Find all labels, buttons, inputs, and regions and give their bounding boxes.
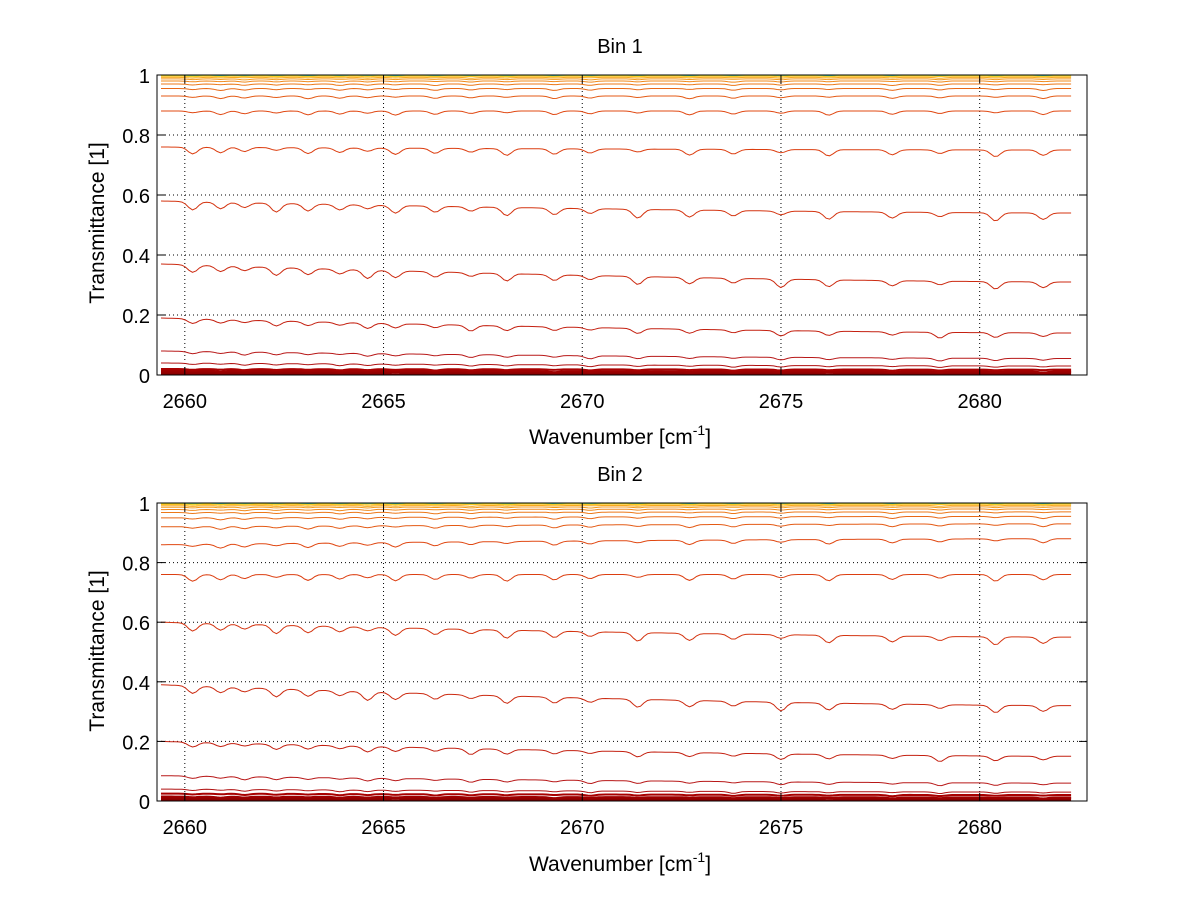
y-tick-label: 0.4 [122,673,150,695]
x-tick-label: 2675 [759,817,804,839]
chart-title: Bin 2 [597,464,643,486]
x-tick-label: 2665 [361,817,406,839]
chart-panel-bin-1: Bin 1 Transmittance [1] Wavenumber [cm-1… [86,36,1088,449]
series-line [161,515,1072,521]
series-line [160,621,1072,646]
series-line [161,508,1072,512]
series-line [160,317,1072,339]
series-line [161,95,1072,100]
chart-panel-bin-2: Bin 2 Transmittance [1] Wavenumber [cm-1… [86,464,1088,876]
series-line [160,684,1072,713]
series-line [161,75,1072,78]
series-line [161,506,1072,509]
series-line [161,83,1072,87]
y-axis-label: Transmittance [1] [86,570,109,731]
series-line [161,80,1072,83]
y-tick-label: 0 [139,366,150,388]
x-tick-label: 2670 [560,817,605,839]
series-line [161,523,1072,530]
y-tick-label: 1 [139,494,150,516]
series-line [161,538,1072,549]
x-tick-label: 2665 [361,391,406,413]
series-line [161,110,1072,116]
y-tick-label: 0 [139,792,150,814]
x-axis-label: Wavenumber [cm-1] [529,849,711,876]
series-line [161,76,1072,79]
x-tick-label: 2680 [957,817,1002,839]
y-tick-label: 0.6 [122,613,150,635]
y-tick-label: 0.2 [122,306,150,328]
x-tick-label: 2660 [163,817,208,839]
series-line [161,372,1072,376]
series-line [161,788,1072,795]
axes-box [156,502,1088,802]
chart-title: Bin 1 [597,36,643,58]
series-line [161,511,1072,515]
series-line [161,775,1072,787]
y-tick-label: 0.8 [122,126,150,148]
series-line [161,792,1072,798]
x-tick-label: 2670 [560,391,605,413]
series-line [161,795,1072,800]
series-line [161,798,1072,802]
y-tick-label: 0.6 [122,186,150,208]
series-line [161,368,1072,372]
y-tick-label: 1 [139,66,150,88]
series-line [161,574,1072,582]
series-line [161,369,1072,374]
y-tick-label: 0.4 [122,246,150,268]
series-line [160,740,1072,762]
series-line [160,263,1072,290]
series-line [161,362,1072,368]
x-tick-label: 2680 [957,391,1002,413]
series-line [161,78,1072,81]
axes-box [156,74,1088,376]
series-line [161,146,1072,157]
series-line [161,87,1072,92]
series-line [161,503,1072,506]
y-tick-label: 0.2 [122,732,150,754]
y-axis-label: Transmittance [1] [86,142,109,303]
series-line [161,504,1072,507]
y-tick-label: 0.8 [122,554,150,576]
x-tick-label: 2660 [163,391,208,413]
x-tick-label: 2675 [759,391,804,413]
series-line [160,200,1072,222]
series-line [161,350,1072,362]
x-axis-label: Wavenumber [cm-1] [529,422,711,449]
